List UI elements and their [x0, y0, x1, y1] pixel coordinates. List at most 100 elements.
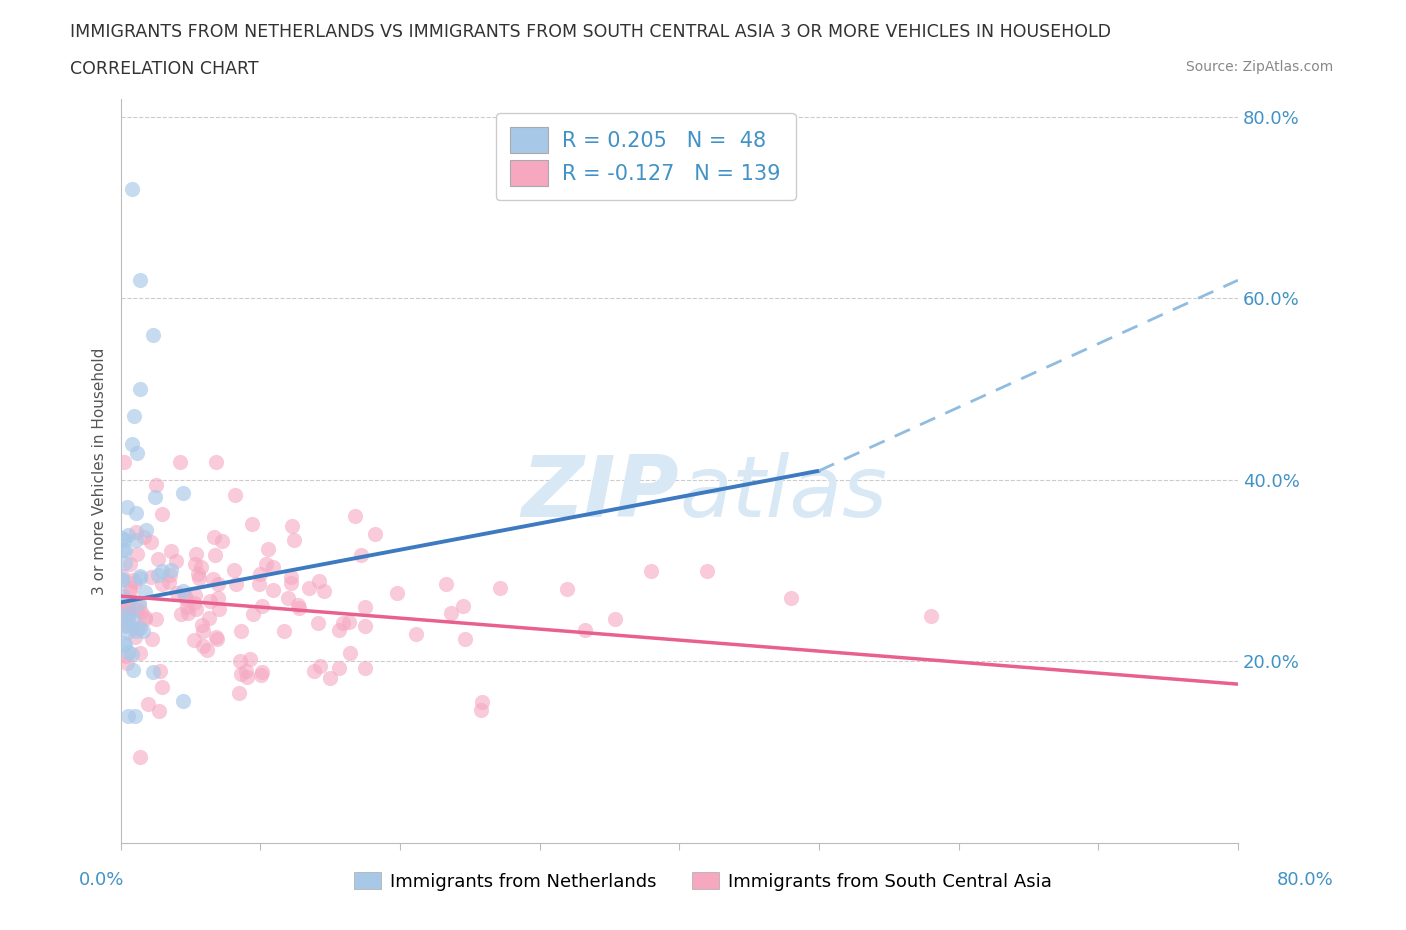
Point — [197, 643, 219, 658]
Point — [920, 608, 942, 623]
Point — [122, 663, 145, 678]
Point — [150, 507, 173, 522]
Point — [188, 570, 211, 585]
Point — [170, 607, 193, 622]
Point — [135, 523, 157, 538]
Point — [187, 566, 209, 581]
Point — [574, 622, 596, 637]
Point — [225, 577, 247, 591]
Point — [304, 664, 326, 679]
Point — [235, 663, 257, 678]
Point — [128, 596, 150, 611]
Point — [112, 455, 135, 470]
Point — [120, 605, 142, 620]
Point — [328, 622, 350, 637]
Point — [115, 648, 138, 663]
Point — [288, 600, 311, 615]
Text: CORRELATION CHART: CORRELATION CHART — [70, 60, 259, 78]
Point — [208, 601, 231, 616]
Point — [111, 531, 134, 546]
Point — [125, 624, 148, 639]
Point — [125, 525, 148, 539]
Point — [207, 631, 229, 646]
Point — [190, 618, 212, 632]
Point — [149, 663, 172, 678]
Point — [262, 560, 284, 575]
Point — [128, 750, 150, 764]
Point — [222, 563, 245, 578]
Point — [117, 613, 139, 628]
Point — [183, 595, 205, 610]
Point — [134, 611, 156, 626]
Point — [111, 542, 134, 557]
Y-axis label: 3 or more Vehicles in Household: 3 or more Vehicles in Household — [93, 347, 107, 594]
Point — [115, 500, 138, 515]
Point — [197, 611, 219, 626]
Point — [139, 569, 162, 584]
Point — [250, 668, 273, 683]
Point — [307, 616, 329, 631]
Point — [204, 548, 226, 563]
Point — [128, 598, 150, 613]
Point — [262, 583, 284, 598]
Point — [124, 409, 146, 424]
Point — [165, 554, 187, 569]
Point — [117, 608, 139, 623]
Point — [354, 618, 377, 633]
Point — [124, 575, 146, 590]
Text: Source: ZipAtlas.com: Source: ZipAtlas.com — [1185, 60, 1333, 74]
Point — [328, 660, 350, 675]
Point — [159, 563, 181, 578]
Point — [150, 680, 173, 695]
Point — [281, 519, 304, 534]
Point — [173, 589, 195, 604]
Point — [114, 555, 136, 570]
Point — [202, 530, 225, 545]
Point — [229, 624, 252, 639]
Point — [114, 618, 136, 633]
Point — [120, 580, 142, 595]
Point — [287, 597, 309, 612]
Point — [332, 616, 354, 631]
Point — [273, 623, 295, 638]
Point — [231, 666, 253, 681]
Text: IMMIGRANTS FROM NETHERLANDS VS IMMIGRANTS FROM SOUTH CENTRAL ASIA 3 OR MORE VEHI: IMMIGRANTS FROM NETHERLANDS VS IMMIGRANT… — [70, 23, 1111, 41]
Point — [364, 527, 387, 542]
Point — [440, 605, 463, 620]
Point — [114, 542, 136, 557]
Point — [207, 577, 229, 591]
Point — [117, 709, 139, 724]
Point — [148, 703, 170, 718]
Text: ZIP: ZIP — [522, 452, 679, 535]
Point — [470, 702, 492, 717]
Point — [350, 548, 373, 563]
Point — [207, 591, 229, 605]
Point — [114, 637, 136, 652]
Point — [127, 445, 149, 460]
Point — [111, 609, 134, 624]
Point — [114, 605, 136, 620]
Point — [136, 697, 159, 711]
Point — [312, 583, 335, 598]
Point — [387, 585, 409, 600]
Point — [129, 604, 152, 619]
Point — [134, 610, 156, 625]
Point — [121, 182, 143, 197]
Point — [297, 580, 319, 595]
Point — [150, 577, 173, 591]
Point — [249, 566, 271, 581]
Point — [183, 632, 205, 647]
Point — [145, 611, 167, 626]
Point — [280, 570, 302, 585]
Point — [114, 635, 136, 650]
Point — [129, 381, 152, 396]
Point — [283, 533, 305, 548]
Point — [111, 572, 134, 587]
Point — [117, 594, 139, 609]
Point — [489, 580, 512, 595]
Point — [277, 591, 299, 605]
Point — [319, 671, 342, 685]
Point — [118, 556, 141, 571]
Point — [201, 571, 224, 586]
Point — [115, 600, 138, 615]
